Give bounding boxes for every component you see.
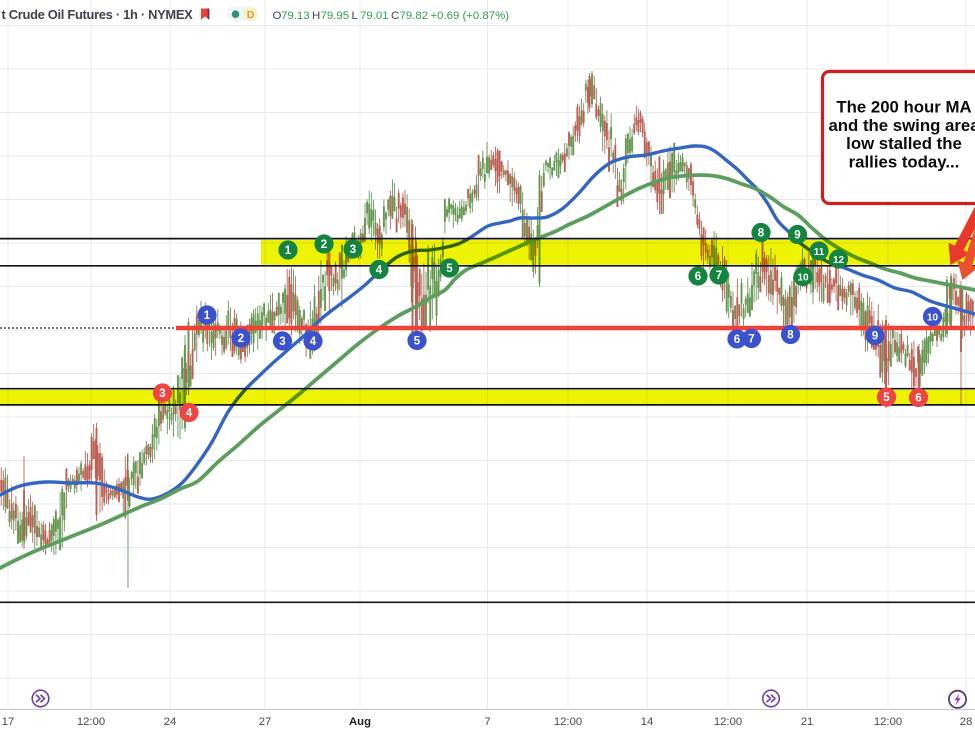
svg-text:7: 7 [716, 270, 722, 282]
svg-text:3: 3 [279, 336, 285, 348]
svg-text:79.13: 79.13 [281, 10, 310, 22]
svg-text:79.95: 79.95 [321, 10, 350, 22]
svg-text:H: H [312, 10, 320, 22]
svg-text:12:00: 12:00 [714, 716, 742, 728]
svg-text:11: 11 [814, 247, 825, 258]
svg-text:10: 10 [927, 313, 939, 324]
svg-text:3: 3 [350, 244, 356, 256]
svg-text:7: 7 [748, 334, 754, 346]
svg-text:2: 2 [321, 239, 327, 251]
svg-text:12:00: 12:00 [874, 716, 902, 728]
svg-text:8: 8 [787, 330, 794, 342]
svg-text:6: 6 [915, 393, 921, 405]
svg-text:4: 4 [186, 408, 193, 420]
svg-text:28: 28 [960, 716, 973, 728]
svg-text:8: 8 [758, 228, 765, 240]
svg-text:1: 1 [204, 310, 211, 322]
svg-text:L: L [352, 10, 358, 22]
svg-text:9: 9 [872, 331, 878, 343]
svg-text:O: O [273, 10, 282, 22]
svg-text:Aug: Aug [349, 716, 371, 728]
svg-text:D: D [247, 9, 255, 21]
svg-text:7: 7 [484, 716, 490, 728]
svg-text:C: C [391, 10, 399, 22]
svg-text:14: 14 [641, 716, 654, 728]
svg-text:12: 12 [833, 255, 845, 266]
svg-text:17: 17 [2, 716, 15, 728]
svg-text:9: 9 [794, 230, 800, 242]
svg-text:24: 24 [164, 716, 177, 728]
svg-text:79.01: 79.01 [360, 10, 389, 22]
svg-text:low stalled the: low stalled the [846, 134, 962, 153]
svg-text:6: 6 [734, 334, 740, 346]
svg-text:12:00: 12:00 [554, 716, 582, 728]
svg-text:and the swing area: and the swing area [828, 116, 975, 135]
svg-text:4: 4 [376, 265, 383, 277]
svg-text:5: 5 [446, 263, 453, 275]
svg-text:5: 5 [883, 392, 890, 404]
svg-text:3: 3 [159, 388, 165, 400]
svg-text:6: 6 [695, 271, 701, 283]
svg-text:12:00: 12:00 [77, 716, 105, 728]
svg-text:10: 10 [797, 273, 809, 284]
svg-text:The 200 hour MA: The 200 hour MA [836, 98, 971, 117]
svg-text:t Crude Oil Futures · 1h · NYM: t Crude Oil Futures · 1h · NYMEX [2, 7, 194, 22]
svg-text:2: 2 [238, 333, 244, 345]
svg-text:27: 27 [259, 716, 272, 728]
svg-text:1: 1 [285, 245, 292, 257]
svg-text:rallies today...: rallies today... [849, 152, 960, 171]
svg-text:21: 21 [801, 716, 814, 728]
svg-text:+0.69 (+0.87%): +0.69 (+0.87%) [431, 10, 510, 22]
svg-text:5: 5 [414, 336, 421, 348]
svg-text:79.82: 79.82 [400, 10, 429, 22]
svg-text:4: 4 [310, 336, 317, 348]
